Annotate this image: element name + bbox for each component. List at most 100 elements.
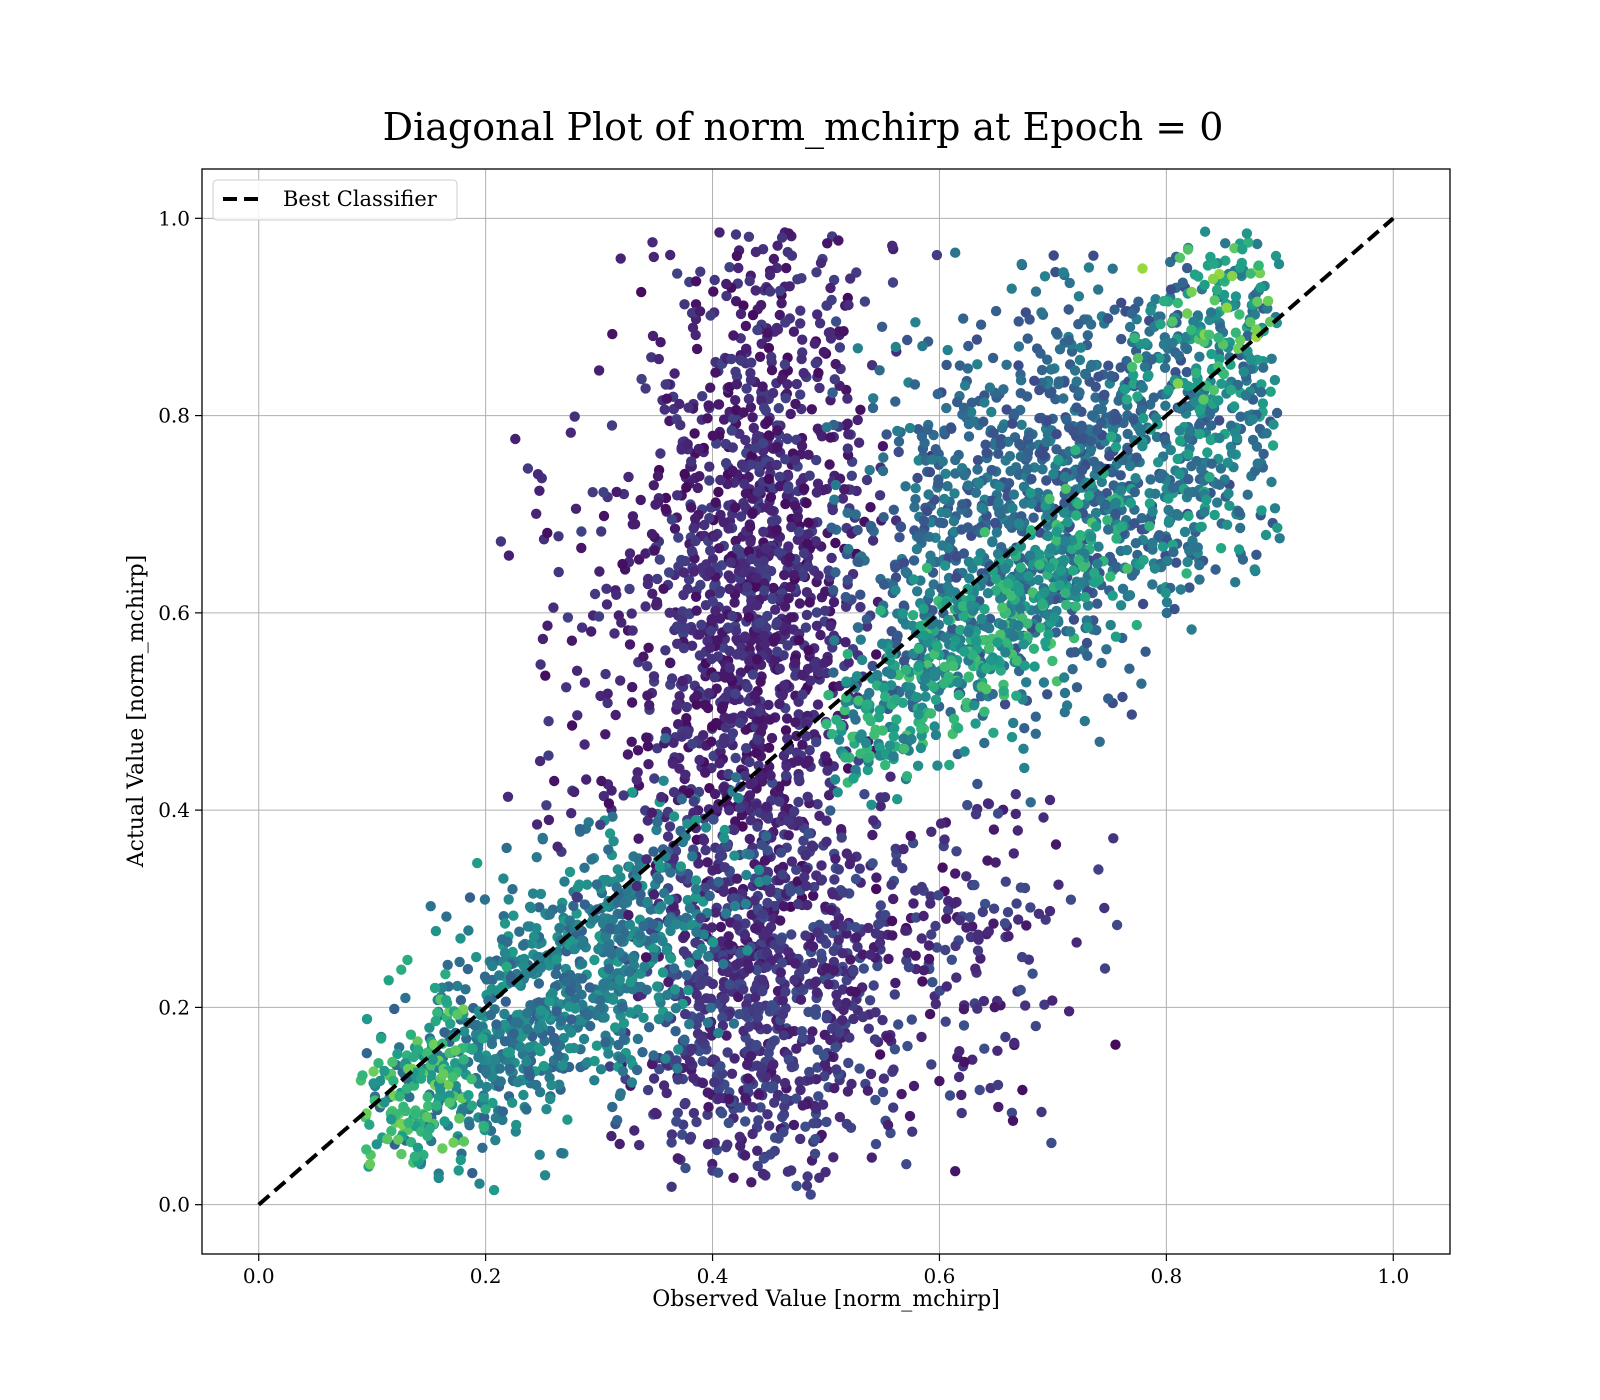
scatter-point [1059,471,1071,483]
scatter-point [797,689,808,700]
scatter-point [565,1027,577,1038]
scatter-point [881,429,892,440]
scatter-point [820,586,831,597]
scatter-point [906,734,917,745]
scatter-point [653,873,664,885]
scatter-point [646,1058,658,1070]
scatter-point [943,614,954,626]
scatter-point [807,1026,818,1037]
scatter-point [1000,563,1011,574]
scatter-point [887,277,899,288]
scatter-point [907,610,919,621]
scatter-point [666,1129,678,1140]
scatter-point [796,273,807,284]
scatter-point [786,250,798,261]
scatter-point [545,1093,556,1105]
scatter-point [959,470,970,481]
scatter-point [598,790,609,802]
scatter-point [547,987,558,999]
scatter-point [743,546,755,557]
scatter-point [696,562,708,573]
scatter-point [1199,226,1211,237]
scatter-point [962,522,974,533]
scatter-point [705,545,716,556]
scatter-point [1061,700,1073,711]
scatter-point [755,676,766,687]
scatter-point [705,1002,717,1013]
scatter-point [897,608,908,619]
scatter-point [1049,612,1060,623]
scatter-point [758,526,769,537]
scatter-point [861,474,873,486]
scatter-point [709,274,720,286]
scatter-point [723,1117,734,1129]
scatter-point [764,714,776,725]
scatter-point [724,262,735,273]
scatter-point [1135,425,1146,436]
scatter-point [1071,937,1082,948]
scatter-point [473,1052,484,1063]
scatter-point [816,953,828,964]
scatter-point [607,1101,618,1113]
scatter-point [913,709,924,720]
scatter-point [1059,687,1071,699]
scatter-point [1163,515,1175,526]
scatter-point [948,713,960,725]
scatter-point [710,605,721,616]
scatter-point [1137,598,1149,610]
scatter-point [674,398,685,410]
scatter-point [853,437,865,448]
scatter-point [730,502,741,513]
scatter-point [930,694,942,705]
scatter-point [876,321,888,332]
scatter-point [700,767,711,778]
scatter-point [1063,335,1075,346]
scatter-point [779,1093,791,1105]
scatter-point [792,511,803,522]
scatter-point [906,1014,917,1025]
scatter-point [752,324,763,336]
scatter-point [731,379,743,390]
scatter-point [647,919,659,930]
scatter-point [850,922,861,933]
scatter-point [761,961,772,973]
scatter-point [1029,661,1040,672]
scatter-point [668,811,680,822]
scatter-point [629,1125,640,1136]
scatter-point [607,328,618,340]
scatter-point [1092,598,1103,609]
scatter-point [1106,431,1117,442]
scatter-point [804,470,815,481]
scatter-point [361,1048,372,1059]
scatter-point [569,943,580,955]
scatter-point [793,796,804,808]
scatter-point [918,630,929,641]
scatter-point [780,725,792,736]
scatter-point [1155,319,1166,330]
scatter-point [777,1009,789,1020]
scatter-point [837,948,848,959]
scatter-point [614,1138,625,1150]
scatter-point [625,976,636,988]
scatter-point [1185,425,1196,436]
scatter-point [743,963,755,974]
scatter-point [682,818,693,829]
scatter-point [1067,565,1079,576]
scatter-point [778,901,790,912]
scatter-point [747,412,758,423]
scatter-point [1083,262,1095,273]
scatter-point [1077,465,1088,476]
scatter-point [1044,388,1055,399]
scatter-point [798,367,809,379]
scatter-point [1062,516,1073,528]
scatter-point [916,1031,927,1043]
scatter-point [589,1075,600,1086]
scatter-point [1157,541,1169,552]
scatter-point [767,1059,779,1071]
scatter-point [834,342,846,353]
scatter-point [753,1089,764,1100]
scatter-point [713,486,724,498]
scatter-point [1229,427,1241,438]
scatter-point [697,391,708,402]
